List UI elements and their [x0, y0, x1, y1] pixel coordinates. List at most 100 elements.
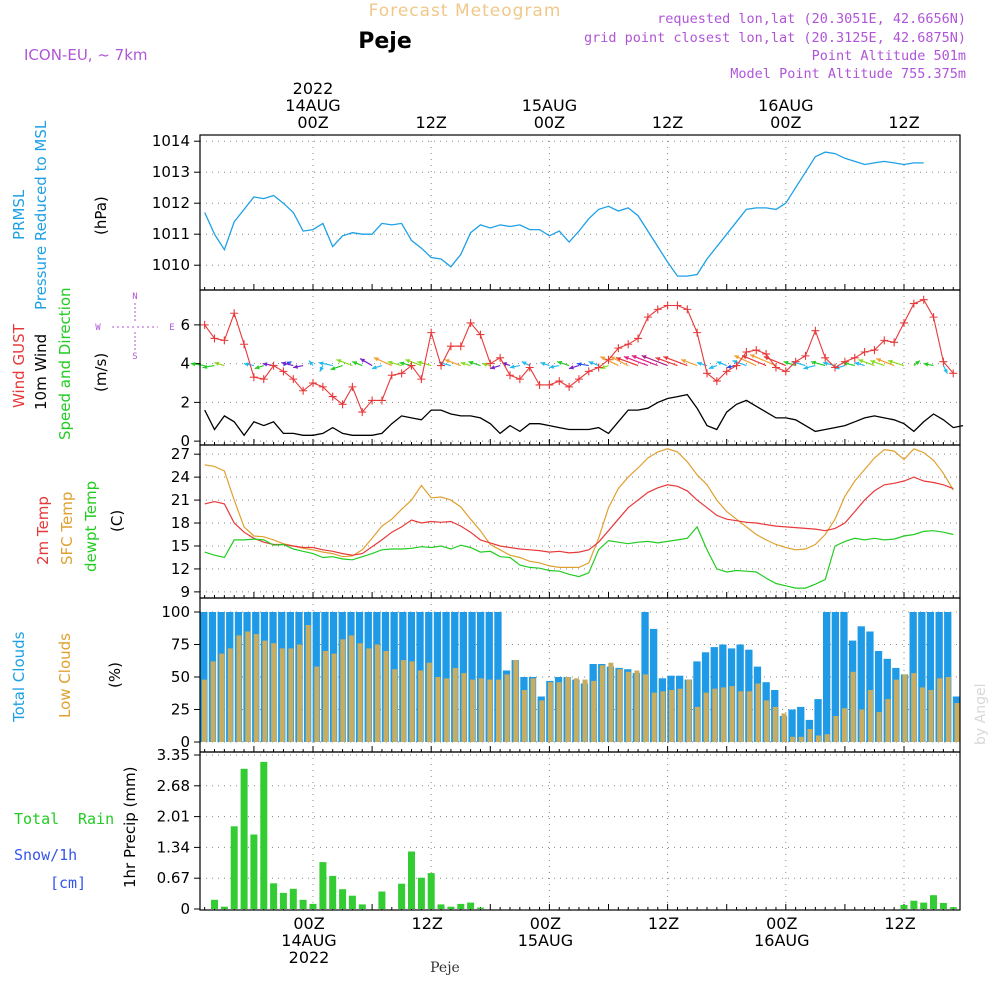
wind-arrow-head	[568, 365, 574, 370]
label-10m-wind: 10m Wind	[32, 334, 50, 410]
low-cloud-bar	[833, 716, 839, 742]
wind-gust-marker	[860, 348, 869, 356]
label-percent: (%)	[106, 662, 124, 688]
low-cloud-bar	[418, 670, 424, 742]
wind-gust-marker	[289, 375, 298, 384]
wind-gust-marker	[515, 375, 524, 384]
wind-arrow-head	[923, 362, 929, 367]
rain-bar	[900, 904, 908, 909]
temperature-ytick-label: 24	[171, 468, 190, 486]
low-cloud-bar	[297, 644, 302, 742]
wind-gust-marker	[407, 361, 416, 370]
compass-east: E	[169, 323, 174, 333]
rain-bar	[427, 873, 435, 909]
wind-arrow-head	[417, 360, 423, 365]
wind-gust-marker	[318, 382, 327, 391]
wind-gust-marker	[328, 392, 337, 401]
low-cloud-bar	[496, 679, 501, 742]
wind-arrow-head	[663, 356, 669, 361]
low-cloud-bar	[902, 674, 908, 742]
rain-bar	[240, 768, 248, 909]
wind-arrow-head	[482, 362, 488, 367]
requested-coords: requested lon,lat (20.3051E, 42.6656N)	[657, 11, 966, 27]
rain-bar	[457, 903, 465, 909]
total-cloud-bar	[874, 651, 883, 742]
label-prmsl: PRMSL	[10, 189, 28, 240]
total-cloud-bar	[840, 612, 848, 742]
temperature-ytick-label: 12	[171, 560, 190, 578]
low-cloud-bar	[634, 670, 640, 742]
compass-north: N	[132, 292, 137, 302]
model-altitude: Model Point Altitude 755.375m	[730, 66, 966, 82]
wind-gust-marker	[604, 355, 613, 364]
pressure-ytick-label: 1011	[152, 225, 190, 243]
wind-arrow-head	[293, 364, 298, 369]
rain-bar	[348, 895, 356, 909]
wind-gust-marker	[368, 396, 377, 405]
rain-bar	[211, 899, 218, 909]
label-snow: Snow/1h	[14, 846, 77, 864]
pressure-line	[204, 151, 924, 277]
bottom-time-label: 12Z	[648, 914, 679, 933]
wind-gust-marker	[752, 346, 761, 355]
rain-bar	[230, 826, 238, 909]
wind-gust-marker	[821, 353, 830, 362]
rain-bar	[329, 875, 337, 909]
wind-arrow-head	[254, 365, 260, 370]
low-cloud-bar	[470, 679, 476, 742]
low-cloud-bar	[210, 661, 216, 742]
wind-gust-marker	[358, 408, 367, 417]
total-cloud-bar	[485, 612, 493, 742]
wind-gust-marker	[890, 338, 899, 347]
rain-bar	[949, 907, 957, 909]
precip-ytick-label: 1.34	[157, 838, 190, 856]
rain-bar	[476, 907, 484, 909]
rain-bar	[279, 892, 287, 909]
wind-arrow-head	[876, 358, 882, 363]
wind-arrow-head	[318, 361, 324, 366]
low-cloud-bar	[487, 679, 493, 742]
wind-arrow-head	[373, 357, 379, 362]
wind-arrow-head	[549, 364, 555, 369]
wind-ytick-label: 6	[180, 316, 190, 334]
wind-gust-marker	[703, 369, 711, 378]
low-cloud-bar	[850, 671, 856, 742]
low-cloud-bar	[288, 648, 294, 742]
total-cloud-bar	[823, 612, 831, 742]
wind-gust-marker	[693, 328, 702, 337]
grid-point-coords: grid point closest lon,lat (20.3125E, 42…	[584, 30, 966, 46]
wind-gust-marker	[594, 363, 603, 372]
label-dewpt-temp: dewpt Temp	[82, 481, 100, 572]
low-cloud-bar	[513, 660, 519, 742]
top-time-label: 15AUG	[522, 96, 577, 115]
wind-gust-marker	[574, 375, 583, 384]
top-time-label: 14AUG	[285, 96, 340, 115]
low-cloud-bar	[954, 703, 960, 742]
wind-ytick-label: 0	[180, 432, 190, 450]
rain-bar	[270, 883, 278, 909]
wind-arrow-head	[190, 362, 196, 367]
wind-gust-marker	[387, 371, 396, 380]
wind-arrow-head	[616, 357, 621, 362]
label-wind-gust: Wind GUST	[10, 323, 28, 408]
wind-gust-marker	[269, 361, 278, 370]
wind-arrow-head	[749, 354, 755, 359]
wind-arrow-head	[360, 358, 366, 363]
wind-labels: Wind GUST 10m Wind Speed and Direction (…	[10, 287, 175, 440]
wind-gust-marker	[456, 342, 465, 351]
total-cloud-bar	[494, 612, 502, 742]
rain-bar	[358, 904, 366, 909]
bottom-location: Peje	[430, 960, 460, 976]
low-cloud-bar	[392, 669, 398, 742]
label-2m-temp: 2m Temp	[34, 496, 52, 565]
low-cloud-bar	[521, 690, 527, 742]
low-cloud-bar	[885, 699, 891, 742]
chart-title: Forecast Meteogram	[369, 1, 562, 21]
low-cloud-bar	[236, 635, 242, 742]
total-cloud-bar	[831, 612, 839, 742]
rain-bar	[930, 895, 937, 909]
low-cloud-bar	[790, 736, 796, 742]
low-cloud-bar	[262, 640, 268, 742]
wind-gust-marker	[446, 342, 455, 351]
